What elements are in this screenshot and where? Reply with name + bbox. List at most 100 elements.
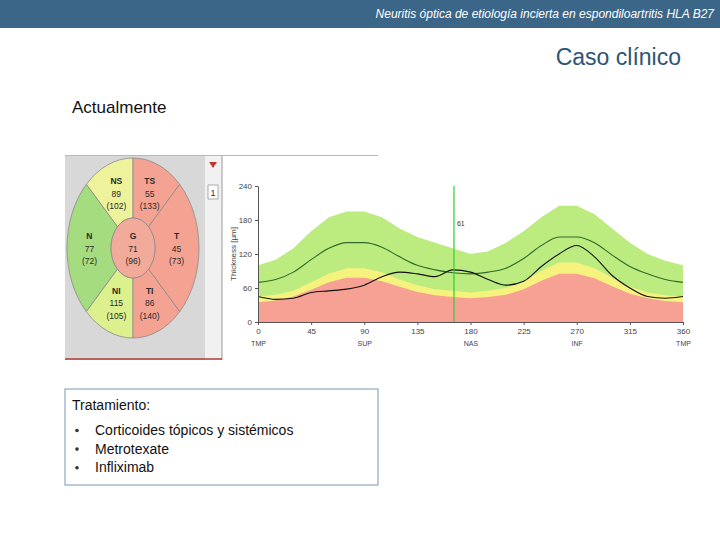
tick-label: 315 bbox=[624, 327, 638, 336]
tick-label: SUP bbox=[358, 340, 373, 347]
series-line bbox=[258, 246, 683, 300]
axis-line bbox=[258, 187, 259, 323]
tick: 135 bbox=[411, 322, 425, 336]
tick: 270 bbox=[571, 322, 585, 336]
tick-label: TMP bbox=[676, 340, 691, 347]
y-axis-title: Thickness [µm] bbox=[229, 227, 238, 281]
tick: INF bbox=[572, 340, 583, 347]
sector-panel bbox=[65, 155, 205, 360]
sector bbox=[86, 269, 133, 338]
treatment-frame bbox=[65, 389, 378, 485]
sector-value: 71 bbox=[128, 244, 138, 254]
slide: Neuritis óptica de etiología incierta en… bbox=[0, 0, 720, 540]
tick: 225 bbox=[517, 322, 531, 336]
tick-label: 120 bbox=[239, 250, 253, 259]
sector-label: T bbox=[174, 231, 180, 241]
tick: 120 bbox=[239, 250, 258, 259]
tick: 60 bbox=[243, 284, 258, 293]
sector-label: N bbox=[86, 231, 92, 241]
tick: TMP bbox=[676, 340, 691, 347]
tick-label: 180 bbox=[464, 327, 478, 336]
tick-mark bbox=[255, 254, 258, 255]
tick-label: INF bbox=[572, 340, 583, 347]
treatment-item: Infliximab bbox=[95, 459, 154, 475]
tick-mark bbox=[255, 220, 258, 221]
sector-reference: (133) bbox=[140, 201, 160, 211]
panel-top-border bbox=[65, 155, 378, 156]
marker-triangle bbox=[209, 162, 217, 168]
bullet bbox=[75, 466, 79, 470]
tick-mark bbox=[311, 322, 312, 325]
tick-mark bbox=[471, 322, 472, 325]
tick-label: 60 bbox=[243, 284, 252, 293]
sector-value: 89 bbox=[112, 189, 122, 199]
tick-label: 45 bbox=[307, 327, 316, 336]
tick-label: NAS bbox=[464, 340, 479, 347]
bullet bbox=[75, 447, 79, 451]
plot-area bbox=[258, 186, 683, 322]
treatment-item: Metrotexate bbox=[95, 441, 169, 457]
sector-reference: (96) bbox=[125, 256, 140, 266]
tick: 45 bbox=[307, 322, 316, 336]
tick: 315 bbox=[624, 322, 638, 336]
tick: 0 bbox=[248, 318, 258, 327]
tick-label: 240 bbox=[239, 182, 253, 191]
tick: 0 bbox=[256, 322, 261, 336]
tick-label: 135 bbox=[411, 327, 425, 336]
tick-label: 0 bbox=[248, 318, 253, 327]
sector-value: 45 bbox=[172, 244, 182, 254]
tick-mark bbox=[683, 322, 684, 325]
tick: NAS bbox=[464, 340, 479, 347]
x-axis: 0 45 90 135 180 225 270 315 360 bbox=[256, 322, 690, 336]
sector-reference: (72) bbox=[82, 256, 97, 266]
tick-label: 225 bbox=[517, 327, 531, 336]
sector-reference: (140) bbox=[140, 311, 160, 321]
slide-title: Caso clínico bbox=[556, 44, 681, 70]
region-axis: TMP SUP NAS INF TMP bbox=[251, 340, 691, 347]
tick: SUP bbox=[358, 340, 373, 347]
section-title: Actualmente bbox=[72, 98, 167, 117]
tick-label: 360 bbox=[677, 327, 691, 336]
series-line bbox=[258, 237, 683, 282]
header-text: Neuritis óptica de etiología incierta en… bbox=[376, 7, 716, 21]
tick: 90 bbox=[360, 322, 369, 336]
tick-mark bbox=[255, 288, 258, 289]
band-area bbox=[258, 206, 683, 322]
annotation-box bbox=[208, 185, 218, 199]
sector-center bbox=[111, 218, 155, 278]
panel-bottom-line bbox=[65, 358, 222, 360]
annotation-label: 1 bbox=[210, 188, 215, 198]
tick: 180 bbox=[464, 322, 478, 336]
page: Neuritis óptica de etiología incierta en… bbox=[0, 0, 720, 540]
sector bbox=[133, 269, 180, 338]
sector-reference: (105) bbox=[106, 311, 126, 321]
y-axis: 0 60 120 180 240 bbox=[239, 182, 259, 327]
tick-mark bbox=[417, 322, 418, 325]
tick-label: 90 bbox=[360, 327, 369, 336]
tick-mark bbox=[255, 322, 258, 323]
tick-label: 0 bbox=[256, 327, 261, 336]
tick-mark bbox=[255, 186, 258, 187]
bullet bbox=[75, 429, 79, 433]
treatment-title: Tratamiento: bbox=[72, 397, 150, 413]
sector-label: NS bbox=[110, 176, 122, 186]
sector-reference: (73) bbox=[169, 256, 184, 266]
header-bar bbox=[0, 0, 720, 28]
treatment-item: Corticoides tópicos y sistémicos bbox=[95, 422, 293, 438]
annotation-line bbox=[453, 186, 454, 322]
thickness-chart: 6104590135180225270315360TMPSUPNASINFTMP… bbox=[229, 182, 691, 347]
sector-label: G bbox=[130, 231, 137, 241]
sector-label: TI bbox=[146, 286, 154, 296]
sector-value: 115 bbox=[110, 298, 124, 308]
tick: 360 bbox=[677, 322, 691, 336]
tick: 240 bbox=[239, 182, 258, 191]
band-area bbox=[258, 263, 683, 323]
tick-label: 270 bbox=[571, 327, 585, 336]
sector-reference: (102) bbox=[106, 201, 126, 211]
sector-value: 55 bbox=[145, 189, 155, 199]
side-border bbox=[222, 155, 223, 360]
sector-shapes bbox=[67, 158, 199, 338]
tick-mark bbox=[630, 322, 631, 325]
tick: 180 bbox=[239, 216, 258, 225]
tick-label: TMP bbox=[251, 340, 266, 347]
